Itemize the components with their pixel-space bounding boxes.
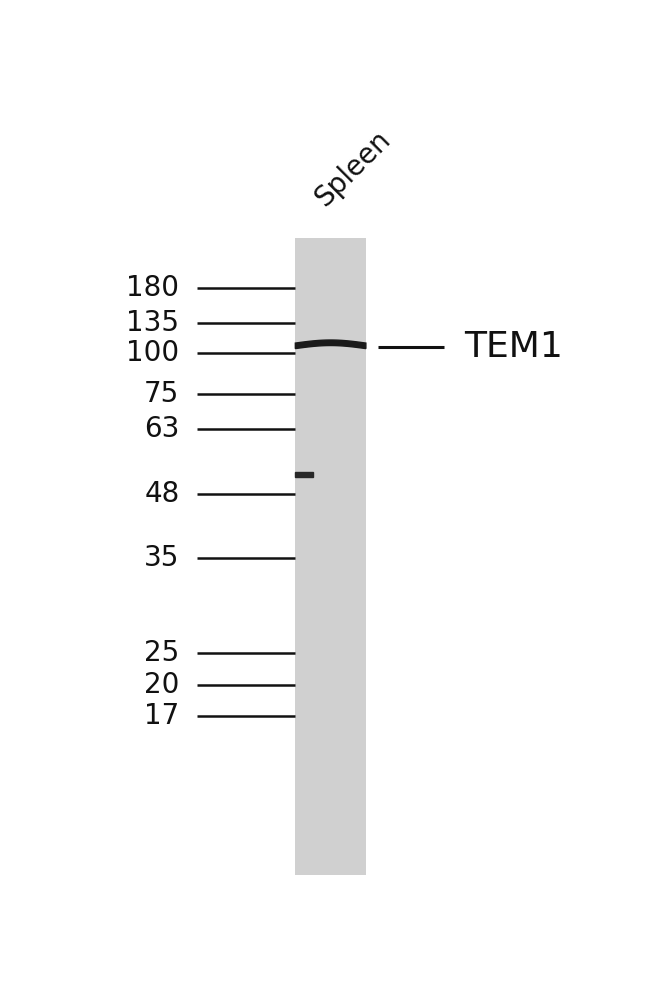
Polygon shape [295, 472, 313, 477]
Text: 48: 48 [144, 480, 179, 508]
Text: 25: 25 [144, 638, 179, 666]
Text: 100: 100 [126, 340, 179, 368]
Polygon shape [295, 340, 366, 349]
Bar [295, 238, 366, 874]
Text: 63: 63 [144, 414, 179, 442]
Text: 180: 180 [127, 274, 179, 302]
Text: 75: 75 [144, 380, 179, 408]
Text: Spleen: Spleen [309, 124, 396, 211]
Text: 17: 17 [144, 702, 179, 730]
Text: 135: 135 [127, 309, 179, 337]
Text: TEM1: TEM1 [464, 330, 563, 364]
Text: 20: 20 [144, 670, 179, 699]
Text: 35: 35 [144, 544, 179, 572]
